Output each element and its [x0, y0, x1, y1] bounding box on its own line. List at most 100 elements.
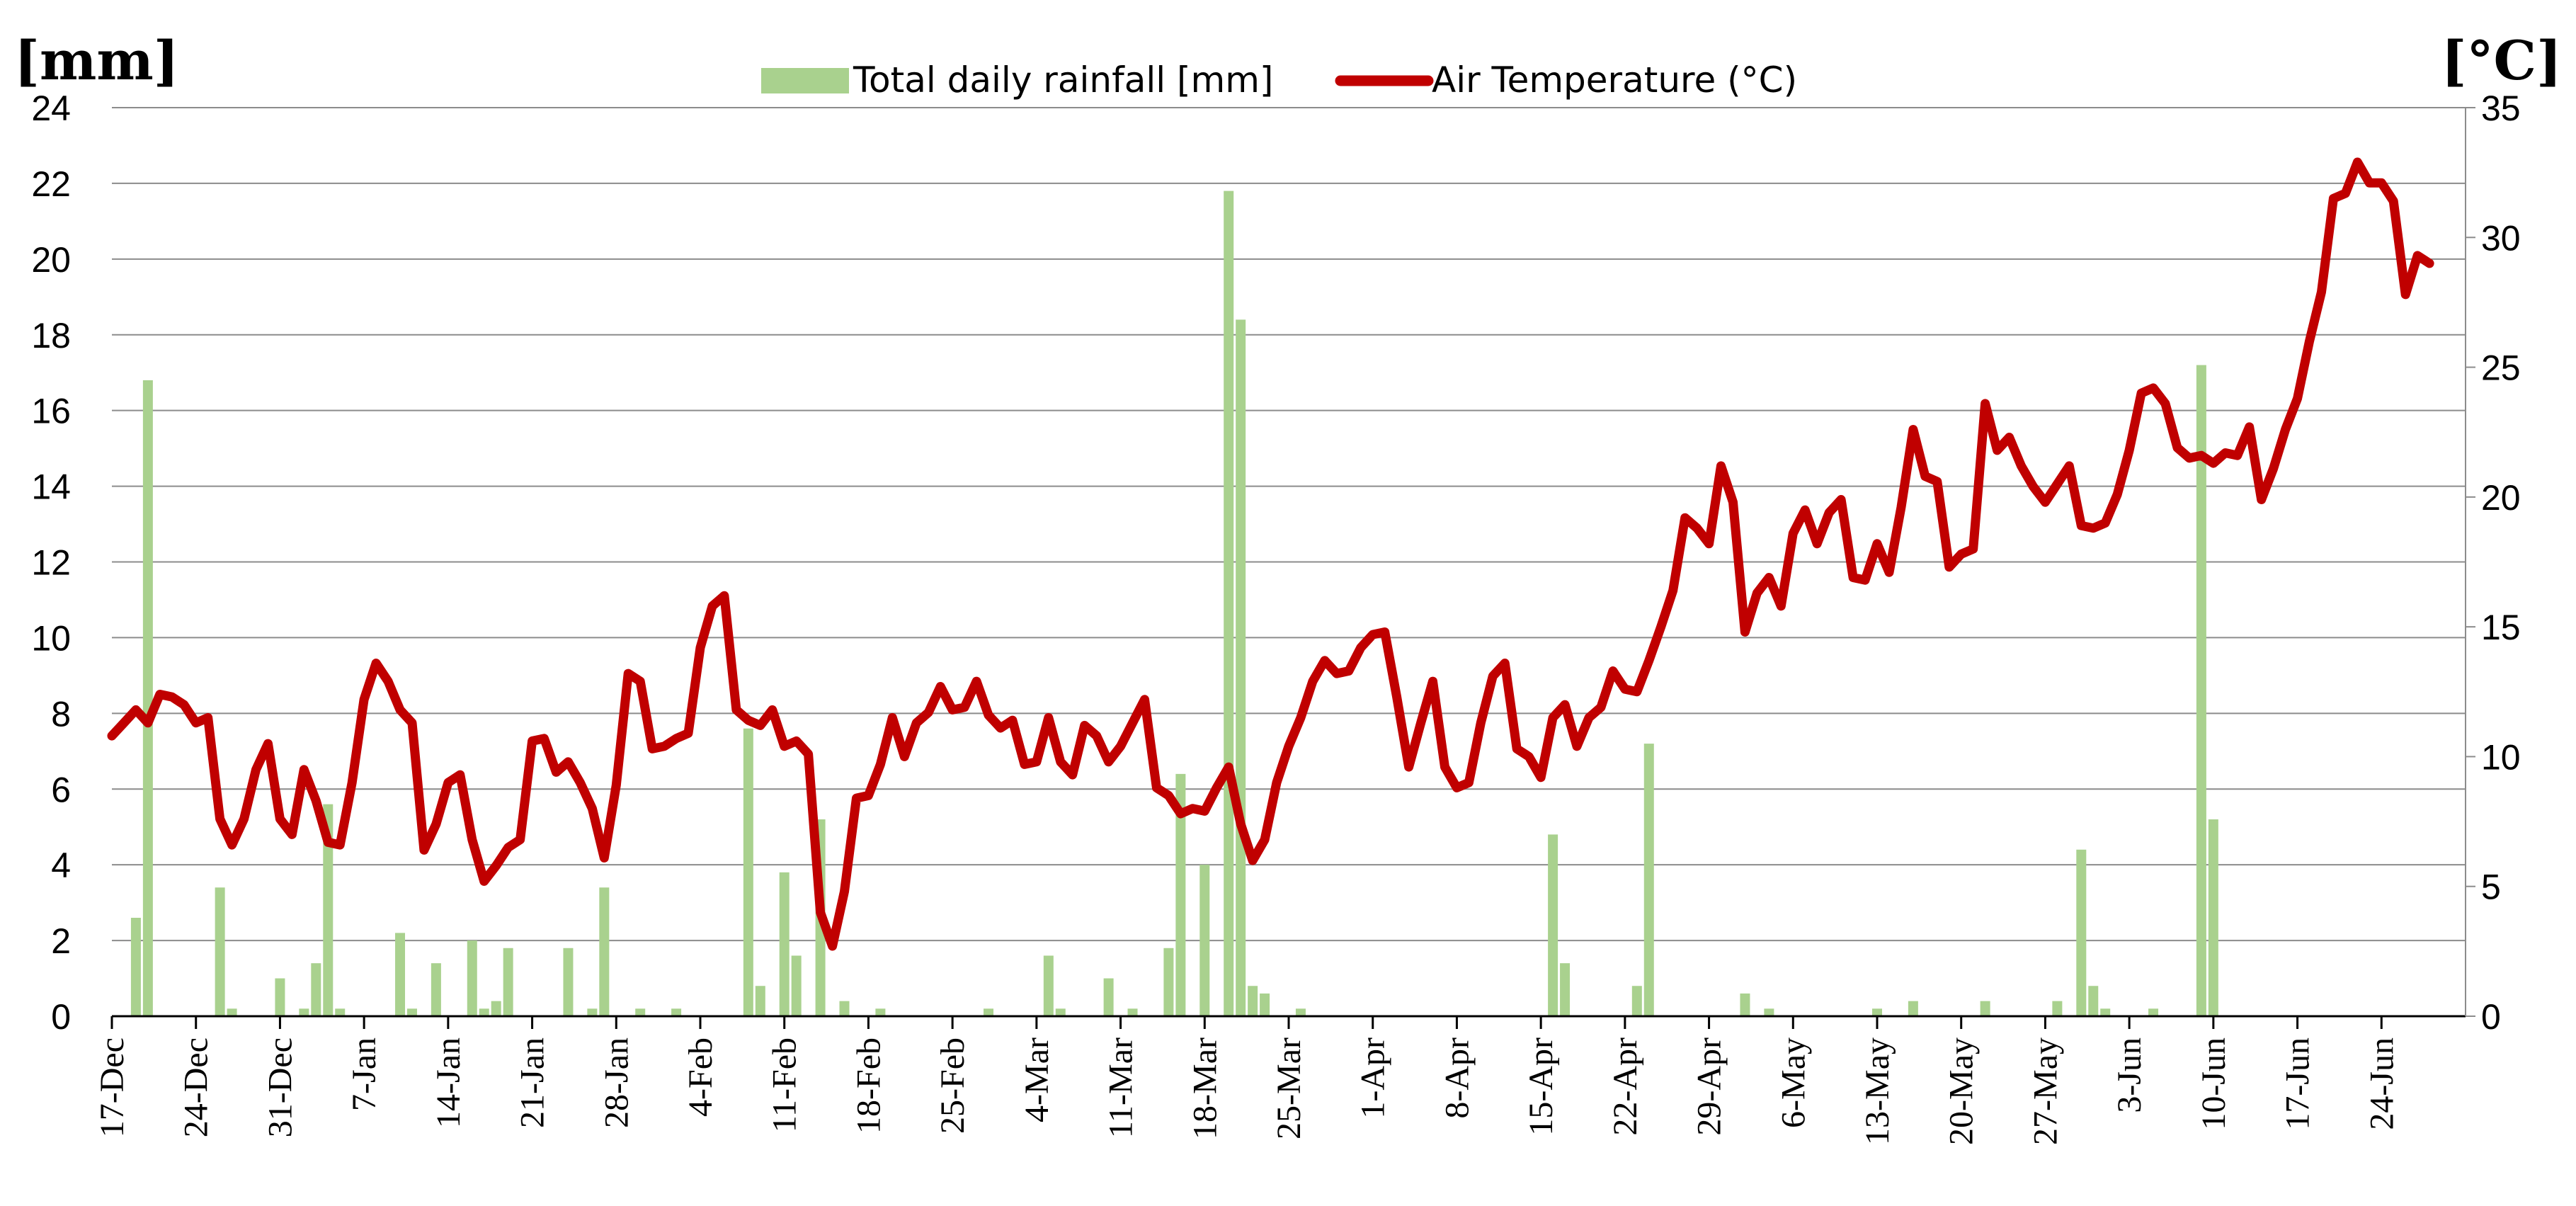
x-axis-ticks: 17-Dec 24-Dec 31-Dec 7-Jan 14-Jan 21-Jan 28-Ja… — [93, 1016, 2400, 1145]
x-tick-label: 24-Jun — [2363, 1037, 2400, 1130]
left-axis-unit: [mm] — [14, 29, 179, 92]
x-tick-label: 3-Jun — [2111, 1037, 2148, 1113]
rainfall-bar — [1908, 1001, 1918, 1016]
rainfall-bar — [1236, 319, 1246, 1016]
rainfall-bar — [503, 948, 513, 1016]
rainfall-bar — [875, 1008, 886, 1016]
x-tick-label: 15-Apr — [1522, 1037, 1560, 1136]
rainfall-bar — [791, 955, 802, 1016]
rainfall-bar — [2052, 1001, 2063, 1016]
rainfall-bar — [743, 728, 753, 1016]
x-tick-label: 31-Dec — [261, 1037, 299, 1137]
rainfall-bar — [215, 887, 225, 1016]
legend-label-rainfall: Total daily rainfall [mm] — [853, 59, 1273, 101]
rainfall-bar — [1980, 1001, 1990, 1016]
rainfall-bar — [130, 918, 141, 1016]
rainfall-bar — [2088, 986, 2099, 1016]
rainfall-bar — [779, 872, 790, 1016]
x-tick-label: 27-May — [2027, 1037, 2064, 1145]
rainfall-bar — [1548, 834, 1558, 1016]
x-tick-label: 11-Mar — [1102, 1037, 1140, 1138]
left-tick-label: 0 — [51, 997, 71, 1037]
rainfall-bar — [563, 948, 574, 1016]
left-tick-label: 24 — [31, 89, 71, 128]
x-tick-label: 18-Feb — [850, 1037, 887, 1134]
left-tick-label: 14 — [31, 467, 71, 507]
rainfall-bar — [587, 1008, 598, 1016]
left-tick-label: 6 — [51, 770, 71, 809]
rainfall-bar — [1872, 1008, 1882, 1016]
legend-label-temperature: Air Temperature (°C) — [1432, 59, 1797, 101]
rainfall-bar — [227, 1008, 237, 1016]
rainfall-bar — [755, 986, 765, 1016]
left-tick-label: 18 — [31, 316, 71, 355]
rainfall-bar — [2076, 849, 2087, 1016]
rainfall-bar — [431, 963, 441, 1016]
x-tick-label: 29-Apr — [1691, 1037, 1728, 1136]
right-tick-label: 15 — [2481, 608, 2521, 647]
rainfall-bar — [1248, 986, 1258, 1016]
left-tick-label: 20 — [31, 240, 71, 280]
rainfall-bar — [1163, 948, 1174, 1016]
right-tick-label: 30 — [2481, 218, 2521, 258]
x-tick-label: 25-Mar — [1270, 1037, 1308, 1139]
right-axis-unit: [°C] — [2441, 29, 2562, 92]
rainfall-bar — [1260, 993, 1270, 1016]
x-tick-label: 21-Jan — [514, 1037, 552, 1128]
left-tick-label: 22 — [31, 164, 71, 204]
x-tick-label: 17-Jun — [2279, 1037, 2317, 1130]
x-tick-label: 6-May — [1774, 1037, 1812, 1128]
rainfall-bar — [395, 933, 406, 1016]
right-tick-label: 5 — [2481, 867, 2501, 907]
x-tick-label: 22-Apr — [1607, 1037, 1644, 1136]
x-tick-label: 25-Feb — [934, 1037, 971, 1134]
right-axis-ticks: 0 5 10 15 20 25 30 35 — [2466, 89, 2521, 1037]
rainfall-bar — [491, 1001, 501, 1016]
temperature-line — [107, 157, 2434, 951]
rainfall-bar — [467, 940, 477, 1016]
rainfall-bar — [2148, 1008, 2159, 1016]
left-tick-label: 10 — [31, 618, 71, 658]
rainfall-bar — [1055, 1008, 1066, 1016]
rainfall-bar — [1224, 190, 1234, 1016]
x-tick-label: 28-Jan — [598, 1037, 635, 1128]
rainfall-bar — [142, 380, 153, 1016]
rainfall-bar — [1740, 993, 1750, 1016]
rainfall-bar — [1199, 865, 1210, 1016]
rainfall-bar — [1560, 963, 1571, 1016]
right-tick-label: 20 — [2481, 478, 2521, 518]
x-tick-label: 10-Jun — [2195, 1037, 2233, 1130]
rainfall-bar — [1631, 986, 1642, 1016]
x-tick-label: 4-Feb — [682, 1037, 719, 1117]
rainfall-bar — [311, 963, 321, 1016]
rainfall-bar — [671, 1008, 682, 1016]
right-tick-label: 25 — [2481, 348, 2521, 388]
rainfall-bars — [130, 190, 2218, 1016]
left-tick-label: 2 — [51, 921, 71, 961]
rainfall-bar — [839, 1001, 850, 1016]
rainfall-bar — [323, 804, 334, 1016]
x-tick-label: 1-Apr — [1355, 1037, 1392, 1119]
rainfall-bar — [635, 1008, 646, 1016]
x-tick-label: 24-Dec — [178, 1037, 215, 1137]
left-tick-label: 4 — [51, 846, 71, 885]
x-tick-label: 13-May — [1859, 1037, 1896, 1145]
rainfall-bar — [299, 1008, 309, 1016]
x-tick-label: 8-Apr — [1438, 1037, 1476, 1119]
rainfall-bar — [1175, 773, 1186, 1016]
rainfall-bar — [479, 1008, 489, 1016]
rainfall-bar — [1127, 1008, 1138, 1016]
left-tick-label: 8 — [51, 694, 71, 734]
x-tick-label: 7-Jan — [346, 1037, 383, 1111]
left-tick-label: 12 — [31, 543, 71, 583]
rainfall-bar — [2208, 819, 2218, 1016]
x-tick-label: 17-Dec — [93, 1037, 131, 1137]
temperature-line-group — [107, 157, 2434, 951]
x-tick-label: 14-Jan — [430, 1037, 467, 1128]
right-tick-label: 35 — [2481, 89, 2521, 128]
rainfall-bar — [275, 978, 285, 1016]
rainfall-bar — [2196, 365, 2206, 1016]
x-tick-label: 11-Feb — [766, 1037, 804, 1132]
left-tick-label: 16 — [31, 392, 71, 431]
rainfall-bar — [1643, 744, 1654, 1016]
